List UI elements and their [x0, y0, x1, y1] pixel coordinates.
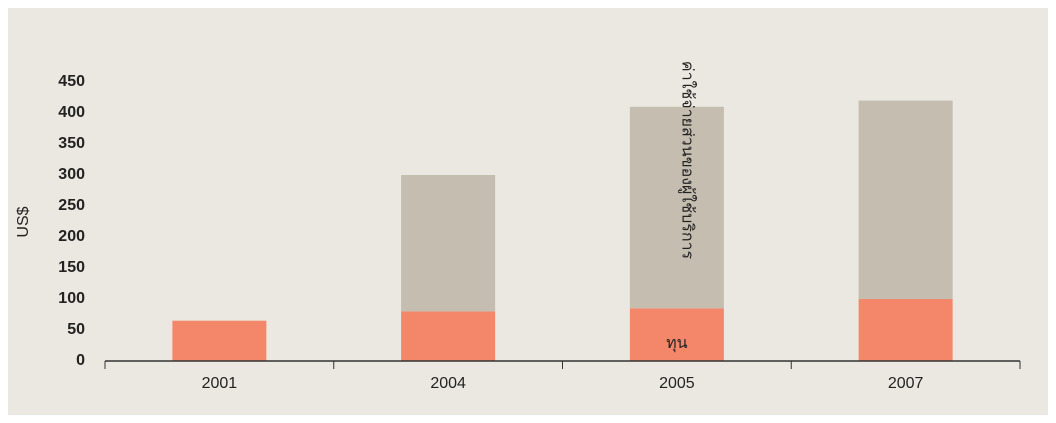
- bar: [629, 308, 724, 361]
- x-tick-label: 2005: [659, 375, 695, 392]
- y-tick-label: 400: [58, 104, 85, 121]
- series-label: ค่าใช้จ่ายส่วนของผู้ใช้บริการ: [678, 61, 698, 260]
- y-tick-label: 300: [58, 166, 85, 183]
- y-tick-label: 450: [58, 73, 85, 90]
- bar: [401, 175, 496, 312]
- bar: [172, 320, 267, 361]
- y-tick-label: 50: [67, 321, 85, 338]
- x-tick-label: 2007: [888, 375, 924, 392]
- y-axis-label: US$: [15, 206, 32, 237]
- x-tick-label: 2004: [430, 375, 466, 392]
- bar: [401, 311, 496, 361]
- y-tick-label: 350: [58, 135, 85, 152]
- y-tick-label: 250: [58, 197, 85, 214]
- bar: [629, 106, 724, 309]
- series-label: ทุน: [666, 335, 688, 353]
- y-tick-label: 200: [58, 228, 85, 245]
- bar: [858, 100, 953, 299]
- bar: [858, 299, 953, 361]
- y-tick-label: 0: [76, 352, 85, 369]
- y-tick-label: 150: [58, 259, 85, 276]
- x-tick-label: 2001: [202, 375, 238, 392]
- y-tick-label: 100: [58, 290, 85, 307]
